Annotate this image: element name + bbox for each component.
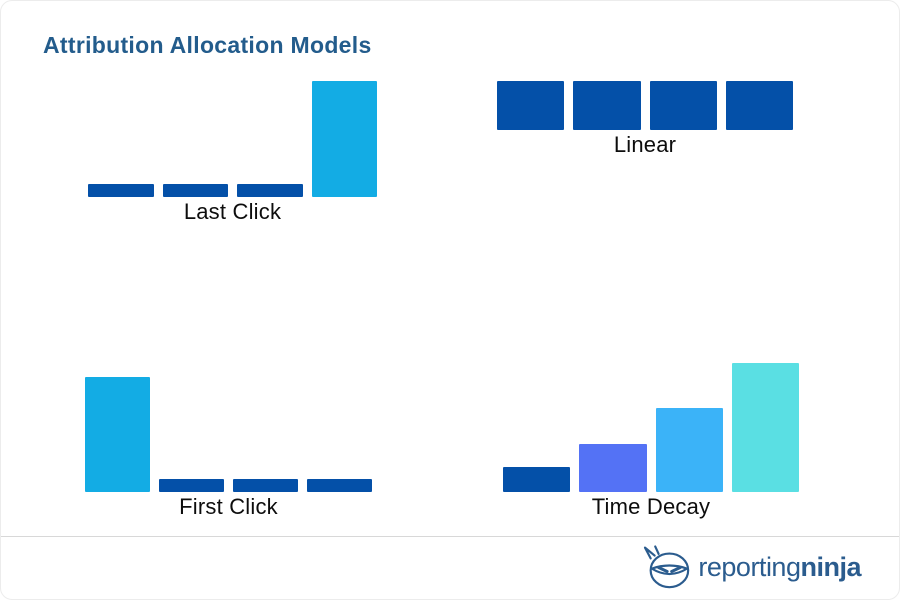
bar-first-click-2 xyxy=(159,479,224,492)
page-title: Attribution Allocation Models xyxy=(43,32,372,58)
bar-first-click-1 xyxy=(85,377,150,492)
bar-group-first-click xyxy=(85,377,372,492)
bar-last-click-3 xyxy=(237,184,303,197)
reportingninja-logo[interactable]: reportingninja xyxy=(641,544,861,591)
bar-time-decay-4 xyxy=(731,363,799,492)
bar-last-click-4 xyxy=(311,81,377,197)
bar-time-decay-2 xyxy=(579,444,647,492)
footer-divider xyxy=(1,536,899,537)
ninja-face-icon xyxy=(644,545,690,589)
bar-group-last-click xyxy=(88,81,377,197)
bar-group-linear xyxy=(497,81,793,130)
bar-first-click-3 xyxy=(233,479,298,492)
chart-linear: Linear xyxy=(497,81,793,158)
bar-first-click-4 xyxy=(307,479,372,492)
chart-last-click: Last Click xyxy=(88,81,377,225)
bar-linear-3 xyxy=(649,81,717,130)
bar-linear-4 xyxy=(725,81,793,130)
bar-linear-1 xyxy=(497,81,565,130)
bar-time-decay-3 xyxy=(655,408,723,492)
brand-wordmark: reportingninja xyxy=(698,554,861,581)
bar-last-click-2 xyxy=(162,184,228,197)
chart-label-last-click: Last Click xyxy=(183,199,282,224)
chart-time-decay: Time Decay xyxy=(503,363,799,520)
bar-time-decay-1 xyxy=(503,467,571,492)
chart-label-time-decay: Time Decay xyxy=(591,494,711,519)
chart-label-linear: Linear xyxy=(613,132,677,157)
bar-linear-2 xyxy=(573,81,641,130)
chart-label-first-click: First Click xyxy=(179,494,278,519)
brand-word-reporting: reporting xyxy=(698,552,801,582)
chart-first-click: First Click xyxy=(85,377,372,520)
bar-last-click-1 xyxy=(88,184,154,197)
brand-word-ninja: ninja xyxy=(800,552,861,582)
bar-group-time-decay xyxy=(503,363,799,492)
